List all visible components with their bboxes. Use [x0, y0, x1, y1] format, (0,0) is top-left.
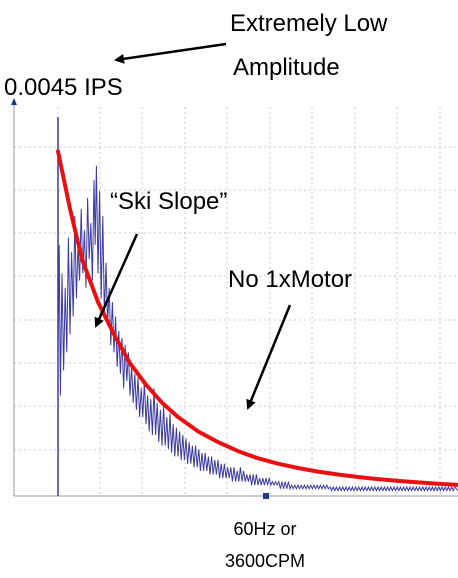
annotation-amplitude-value: 0.0045 IPS [4, 74, 123, 101]
annotation-extremely-low: Extremely Low [230, 10, 388, 37]
annotation-amplitude: Amplitude [233, 54, 340, 81]
y-axis-marker [11, 98, 17, 105]
arrow-no-motor [246, 304, 292, 410]
chart-grid [13, 107, 458, 496]
trend-curve [56, 149, 458, 487]
annotation-no-motor: No 1xMotor [228, 266, 353, 293]
spectrum-line [57, 165, 458, 496]
chart-frame [11, 98, 458, 499]
annotation-arrows [94, 42, 292, 410]
x-axis-marker [263, 493, 269, 499]
annotation-ski-slope: “Ski Slope” [110, 188, 228, 215]
x-annotation-line2: 3600CPM [224, 551, 306, 571]
chart-series [56, 149, 458, 496]
x-annotation-line1: 60Hz or [233, 519, 297, 539]
arrow-amplitude [114, 42, 227, 64]
arrow-ski-slope [94, 233, 139, 328]
